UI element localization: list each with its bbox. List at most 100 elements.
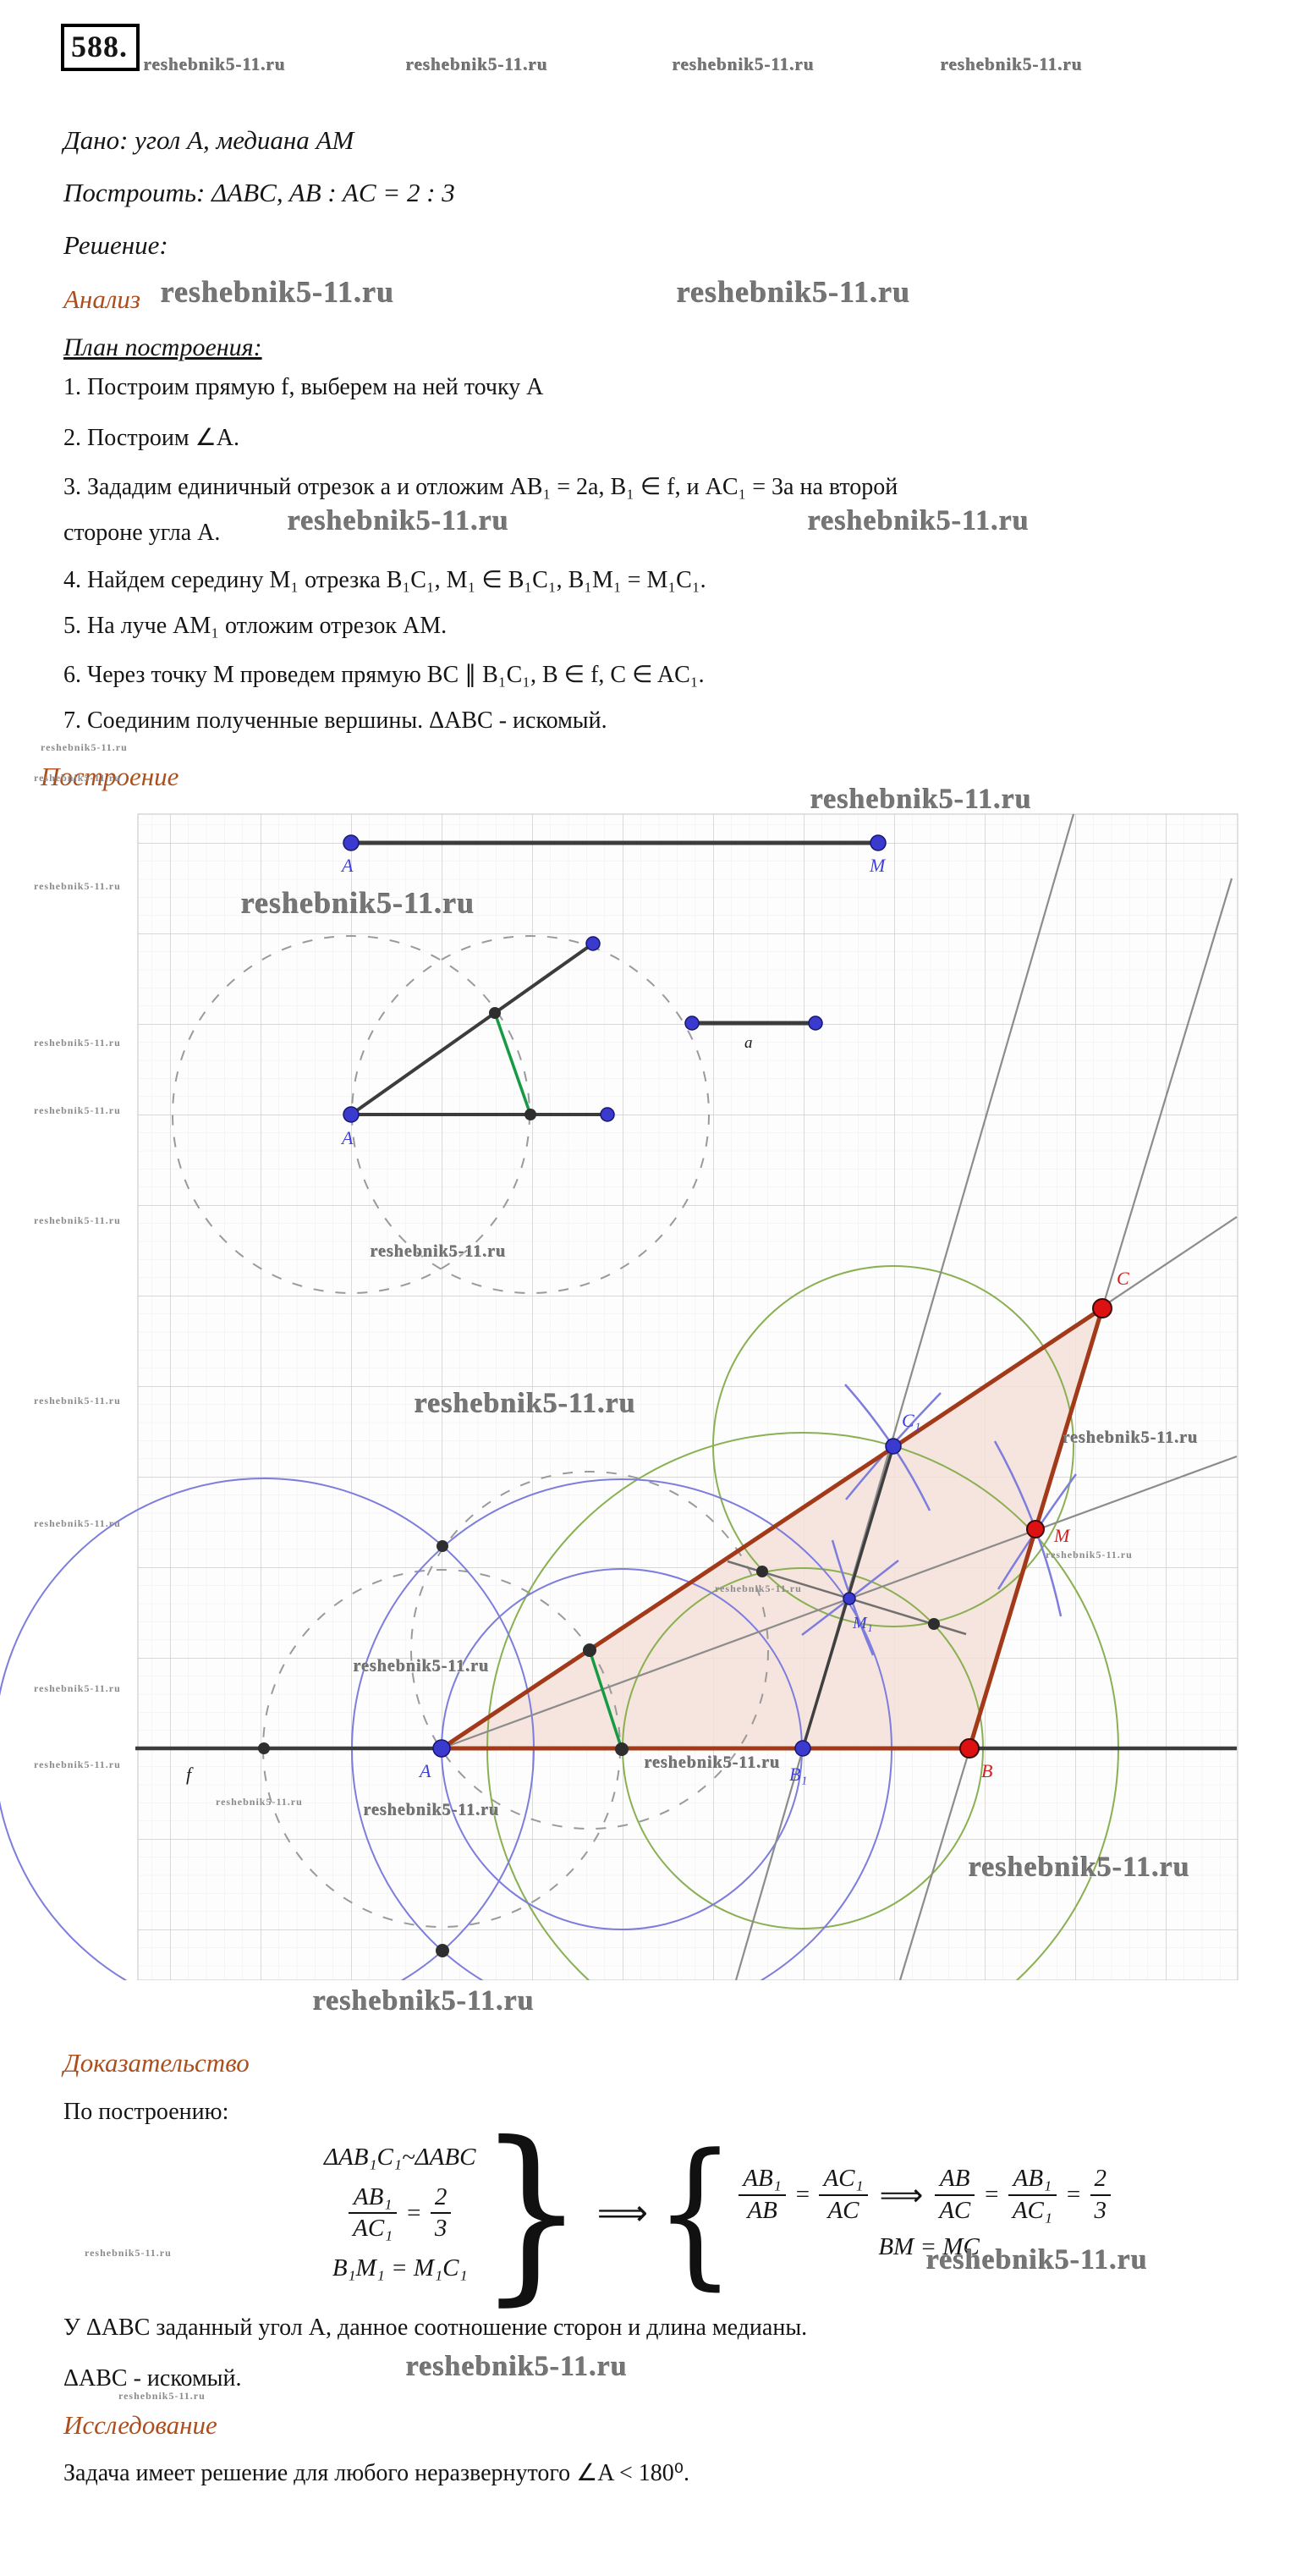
research-heading: Исследование (63, 2410, 217, 2440)
plan-title: План построения: (63, 333, 262, 361)
side-ac (440, 1306, 1104, 1751)
watermark: reshebnik5-11.ru (364, 1801, 500, 1819)
point-a-fig1 (343, 834, 360, 851)
watermark: reshebnik5-11.ru (406, 54, 548, 74)
label-b1: B₁ (789, 1764, 807, 1785)
watermark: reshebnik5-11.ru (41, 741, 128, 753)
watermark: reshebnik5-11.ru (85, 2247, 172, 2259)
line-b1c1-extended (734, 813, 1075, 1980)
plan-step: 3. Зададим единичный отрезок a и отложим… (63, 474, 898, 500)
construction-heading: Построение (41, 762, 179, 791)
proof-heading: Доказательство (63, 2048, 250, 2078)
plan-step: 7. Соединим полученные вершины. ΔABC - и… (63, 707, 607, 734)
watermark: reshebnik5-11.ru (144, 54, 286, 74)
point-b1 (794, 1740, 811, 1757)
fraction: AB₁ AB (739, 2165, 786, 2225)
label-unit-a: a (744, 1034, 753, 1052)
label-c: C (1117, 1268, 1129, 1289)
point-fig2-ray2-end (585, 936, 601, 951)
watermark: reshebnik5-11.ru (715, 1582, 802, 1594)
watermark: reshebnik5-11.ru (161, 275, 395, 309)
label-m1: M₁ (852, 1614, 873, 1632)
point-a-fig2 (343, 1106, 360, 1123)
watermark: reshebnik5-11.ru (216, 1796, 303, 1808)
plan-step: 5. На луче AM₁ отложим отрезок AM. (63, 613, 448, 639)
watermark: reshebnik5-11.ru (415, 1388, 636, 1419)
point-fig2-slant (489, 1007, 501, 1019)
midpoint-statement: B₁M₁ = M₁C₁ (332, 2254, 468, 2282)
dashed-arc-layoff (410, 1471, 769, 1830)
watermark: reshebnik5-11.ru (34, 1395, 121, 1406)
proof-intro: По построению: (63, 2099, 229, 2125)
ray-am1 (441, 1455, 1238, 1750)
given-line: Дано: угол A, медиана AM (63, 125, 354, 155)
watermark: reshebnik5-11.ru (354, 1657, 490, 1676)
point-m1 (843, 1592, 856, 1605)
similarity-statement: ΔAB₁C₁~ΔABC (324, 2143, 476, 2171)
point-a-right (808, 1016, 823, 1031)
label-a-fig2: A (340, 1127, 354, 1148)
analysis-heading: Анализ (63, 284, 140, 314)
watermark: reshebnik5-11.ru (808, 505, 1030, 537)
label-f: f (186, 1764, 194, 1785)
watermark: reshebnik5-11.ru (34, 772, 121, 784)
watermark: reshebnik5-11.ru (645, 1753, 781, 1772)
green-chord-main (588, 1649, 623, 1750)
point-blue-cross-top (437, 1540, 448, 1552)
point-bisector-1 (756, 1566, 768, 1577)
watermark: reshebnik5-11.ru (118, 2390, 206, 2402)
point-blue-cross-bottom (436, 1944, 449, 1957)
watermark: reshebnik5-11.ru (34, 880, 121, 892)
watermark: reshebnik5-11.ru (241, 886, 475, 920)
fraction: AB₁ AC₁ (349, 2183, 398, 2243)
right-brace: } (477, 2101, 585, 2323)
watermark: reshebnik5-11.ru (34, 1214, 121, 1226)
label-m-fig1: M (869, 855, 887, 876)
dashed-arc-fig2-second (351, 935, 710, 1294)
point-unit-on-ac (583, 1643, 596, 1657)
point-m-main (1026, 1520, 1045, 1538)
point-a-minus (258, 1742, 270, 1754)
label-b: B (981, 1760, 992, 1781)
point-unit-on-f (615, 1742, 629, 1756)
label-m-main: M (1053, 1525, 1071, 1546)
proof-conclusion-1: У ΔABC заданный угол A, данное соотношен… (63, 2315, 808, 2341)
watermark: reshebnik5-11.ru (34, 1037, 121, 1049)
watermark: reshebnik5-11.ru (677, 275, 911, 309)
green-chord-fig2 (493, 1012, 532, 1115)
watermark: reshebnik5-11.ru (406, 2351, 628, 2382)
point-c (1092, 1298, 1112, 1318)
watermark: reshebnik5-11.ru (673, 54, 815, 74)
solution-line: Решение: (63, 230, 168, 260)
proof-conclusion-2: ΔABC - искомый. (63, 2365, 242, 2392)
plan-step: 6. Через точку M проведем прямую BC ∥ B₁… (63, 662, 705, 688)
plan-step: 4. Найдем середину M₁ отрезка B₁C₁, M₁ ∈… (63, 567, 706, 593)
watermark: reshebnik5-11.ru (1063, 1428, 1199, 1447)
watermark: reshebnik5-11.ru (313, 1985, 535, 2017)
watermark: reshebnik5-11.ru (34, 1759, 121, 1770)
construction-diagram: A M a A A B₁ B C₁ C M M₁ f (0, 813, 1238, 1980)
median-equality: BM = MC (878, 2232, 980, 2260)
watermark: reshebnik5-11.ru (941, 54, 1083, 74)
watermark: reshebnik5-11.ru (288, 505, 509, 537)
watermark: reshebnik5-11.ru (969, 1852, 1190, 1883)
point-b (959, 1738, 980, 1759)
point-m-fig1 (870, 834, 887, 851)
label-a-main: A (418, 1760, 431, 1781)
watermark: reshebnik5-11.ru (926, 2244, 1148, 2276)
label-a-fig1: A (340, 855, 354, 876)
fraction: AB₁ AC₁ (1008, 2165, 1057, 2225)
problem-number: 588. (61, 24, 140, 71)
fraction: AB AC (935, 2165, 975, 2225)
watermark: reshebnik5-11.ru (371, 1242, 507, 1261)
left-brace: { (654, 2121, 736, 2305)
watermark: reshebnik5-11.ru (1046, 1549, 1133, 1560)
